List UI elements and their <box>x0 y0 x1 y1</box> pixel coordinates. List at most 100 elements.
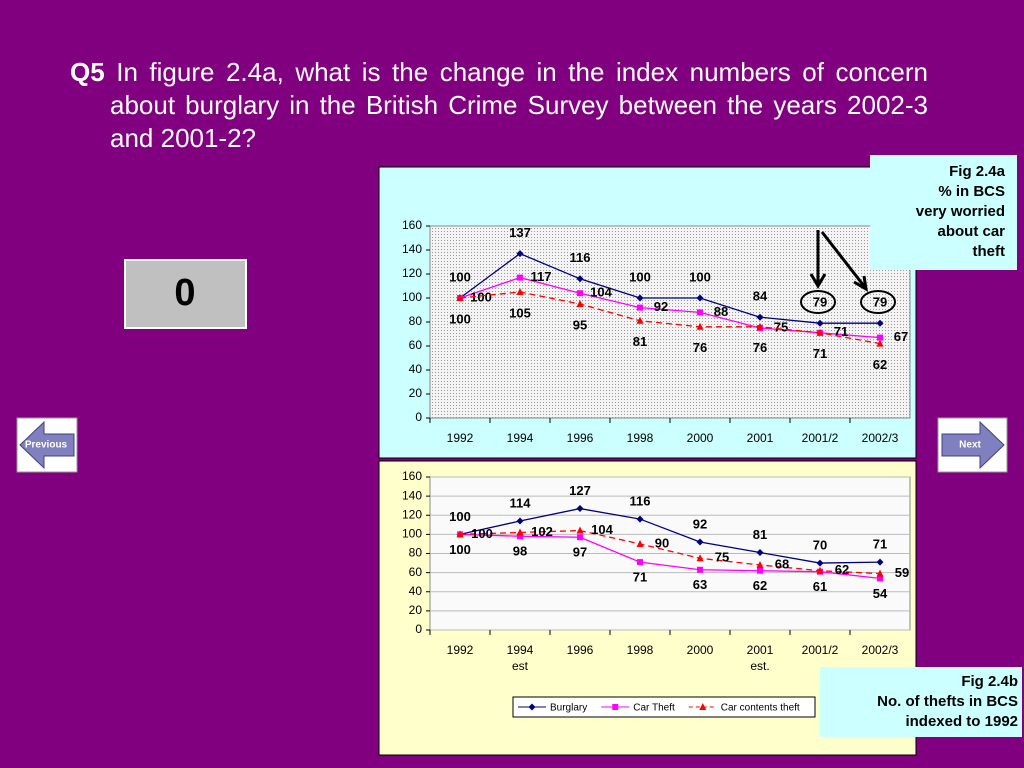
value-label: 54 <box>873 586 888 601</box>
value-label: 100 <box>471 526 493 541</box>
marker <box>756 549 764 557</box>
marker <box>612 704 619 710</box>
series-line <box>459 507 881 564</box>
value-label: 117 <box>531 269 552 284</box>
value-label: 59 <box>895 565 909 580</box>
y-tick-label: 40 <box>409 362 423 376</box>
y-tick-label: 100 <box>402 527 422 541</box>
legend-label: Car contents theft <box>721 703 800 714</box>
y-tick-label: 140 <box>402 488 422 502</box>
caption-line: Fig 2.4a <box>949 163 1006 180</box>
marker <box>576 300 584 307</box>
value-label: 70 <box>813 538 827 553</box>
legend-label: Burglary <box>550 703 587 714</box>
value-label: 68 <box>775 556 789 571</box>
value-label: 116 <box>570 250 591 265</box>
x-tick-label: 1996 <box>567 431 594 445</box>
marker <box>757 567 763 574</box>
arrow <box>809 230 827 289</box>
marker <box>456 294 464 301</box>
value-label: 62 <box>753 578 767 593</box>
marker <box>637 559 643 566</box>
marker <box>577 534 583 541</box>
y-tick-label: 80 <box>409 314 423 328</box>
marker <box>516 288 524 295</box>
x-tick-label: 2001/2 <box>802 643 839 657</box>
y-tick-label: 0 <box>415 410 422 424</box>
marker <box>516 528 524 536</box>
value-label: 137 <box>509 225 531 240</box>
value-label: 71 <box>873 537 887 552</box>
highlight-circle <box>860 290 896 314</box>
value-label: 100 <box>449 311 471 326</box>
marker <box>516 517 524 525</box>
caption-line: No. of thefts in BCS <box>877 693 1018 710</box>
answer: 0 <box>174 272 195 314</box>
marker <box>877 334 883 341</box>
legend <box>512 696 816 718</box>
caption-line: theft <box>973 243 1006 260</box>
value-label: 100 <box>689 269 711 284</box>
series-line <box>459 529 881 575</box>
caption-box <box>820 667 1022 737</box>
value-label: 98 <box>513 544 527 559</box>
series-line <box>459 252 880 324</box>
marker <box>696 554 704 562</box>
x-tick-note: est. <box>750 659 769 673</box>
y-tick-label: 60 <box>409 565 423 579</box>
next-button[interactable]: Next <box>937 417 1008 473</box>
y-tick-label: 140 <box>402 242 422 256</box>
marker <box>636 539 644 547</box>
series-line <box>459 291 881 345</box>
marker <box>528 703 536 711</box>
value-label: 97 <box>573 545 587 560</box>
marker <box>577 290 583 297</box>
caption-box <box>870 155 1017 270</box>
x-tick-label: 2001/2 <box>802 431 839 445</box>
value-label: 90 <box>655 535 669 550</box>
marker <box>636 316 644 324</box>
marker <box>756 313 764 321</box>
previous-button[interactable]: Previous <box>16 417 78 473</box>
marker <box>699 703 707 710</box>
value-label: 84 <box>753 289 768 304</box>
marker <box>517 533 523 540</box>
x-tick-label: 1994 <box>507 643 534 657</box>
y-tick-label: 100 <box>402 290 422 304</box>
series-line <box>459 533 881 580</box>
value-label: 75 <box>774 319 788 334</box>
value-label: 92 <box>654 299 668 314</box>
value-label: 62 <box>835 562 849 577</box>
next-label: Next <box>959 440 981 451</box>
value-label: 100 <box>629 269 651 284</box>
value-label: 71 <box>813 346 827 361</box>
question-label: Q5 <box>70 57 105 87</box>
value-label: 104 <box>590 285 612 300</box>
x-tick-label: 2002/3 <box>862 431 899 445</box>
answer-box <box>124 259 247 329</box>
marker <box>697 566 703 573</box>
value-label: 100 <box>449 269 471 284</box>
value-label: 100 <box>449 509 471 524</box>
y-tick-label: 160 <box>402 218 422 232</box>
marker <box>456 530 464 538</box>
x-tick-note: est <box>512 659 529 673</box>
x-tick-label: 2002/3 <box>862 643 899 657</box>
caption-line: about car <box>937 223 1005 240</box>
value-label: 63 <box>693 577 707 592</box>
caption-line: Fig 2.4b <box>961 673 1018 690</box>
marker <box>696 294 704 302</box>
x-tick-label: 1998 <box>627 643 654 657</box>
y-tick-label: 0 <box>415 622 422 636</box>
x-tick-label: 2001 <box>747 431 774 445</box>
marker <box>636 515 644 523</box>
value-label: 79 <box>873 295 887 310</box>
value-label: 116 <box>630 494 651 509</box>
y-tick-label: 120 <box>402 507 422 521</box>
marker <box>877 575 883 582</box>
marker <box>876 558 884 566</box>
value-label: 75 <box>715 550 729 565</box>
value-label: 105 <box>509 305 531 320</box>
marker <box>636 294 644 302</box>
caption-line: very worried <box>916 203 1005 220</box>
